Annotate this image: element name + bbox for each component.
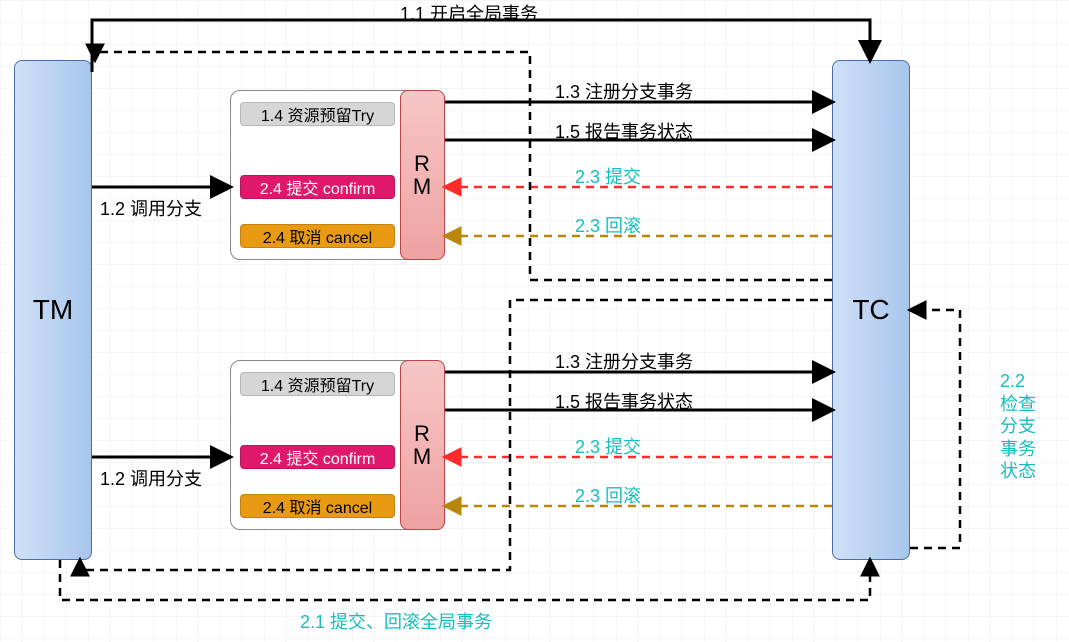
pill-rm2-cancel-label: 2.4 取消 cancel — [263, 494, 372, 518]
node-rm1-side-label: R M — [413, 152, 432, 198]
pill-rm1-cancel-label: 2.4 取消 cancel — [263, 224, 372, 248]
label-1-5a: 1.5 报告事务状态 — [555, 118, 693, 144]
label-2-3b-rollback: 2.3 回滚 — [575, 482, 641, 508]
node-rm2-side: R M — [400, 360, 445, 530]
label-1-3a: 1.3 注册分支事务 — [555, 78, 693, 104]
label-2-1: 2.1 提交、回滚全局事务 — [300, 608, 492, 634]
label-1-5b: 1.5 报告事务状态 — [555, 388, 693, 414]
label-1-1: 1.1 开启全局事务 — [400, 0, 538, 26]
node-tm-label: TM — [33, 294, 73, 326]
node-rm2-side-label: R M — [413, 422, 432, 468]
label-2-2: 2.2 检查 分支 事务 状态 — [1000, 370, 1020, 483]
pill-rm2-try: 1.4 资源预留Try — [240, 372, 395, 396]
pill-rm2-confirm: 2.4 提交 confirm — [240, 445, 395, 469]
label-2-3a-rollback: 2.3 回滚 — [575, 212, 641, 238]
pill-rm2-cancel: 2.4 取消 cancel — [240, 494, 395, 518]
pill-rm2-confirm-label: 2.4 提交 confirm — [260, 445, 376, 469]
pill-rm1-confirm-label: 2.4 提交 confirm — [260, 175, 376, 199]
label-2-3b-commit: 2.3 提交 — [575, 433, 641, 459]
node-tm: TM — [14, 60, 92, 560]
pill-rm1-try: 1.4 资源预留Try — [240, 102, 395, 126]
pill-rm1-cancel: 2.4 取消 cancel — [240, 224, 395, 248]
node-rm1-side: R M — [400, 90, 445, 260]
label-2-3a-commit: 2.3 提交 — [575, 163, 641, 189]
pill-rm1-try-label: 1.4 资源预留Try — [261, 102, 374, 126]
label-1-2b: 1.2 调用分支 — [100, 465, 202, 491]
pill-rm1-confirm: 2.4 提交 confirm — [240, 175, 395, 199]
node-tc-label: TC — [852, 294, 889, 326]
pill-rm2-try-label: 1.4 资源预留Try — [261, 372, 374, 396]
label-1-3b: 1.3 注册分支事务 — [555, 348, 693, 374]
label-1-2a: 1.2 调用分支 — [100, 195, 202, 221]
node-tc: TC — [832, 60, 910, 560]
